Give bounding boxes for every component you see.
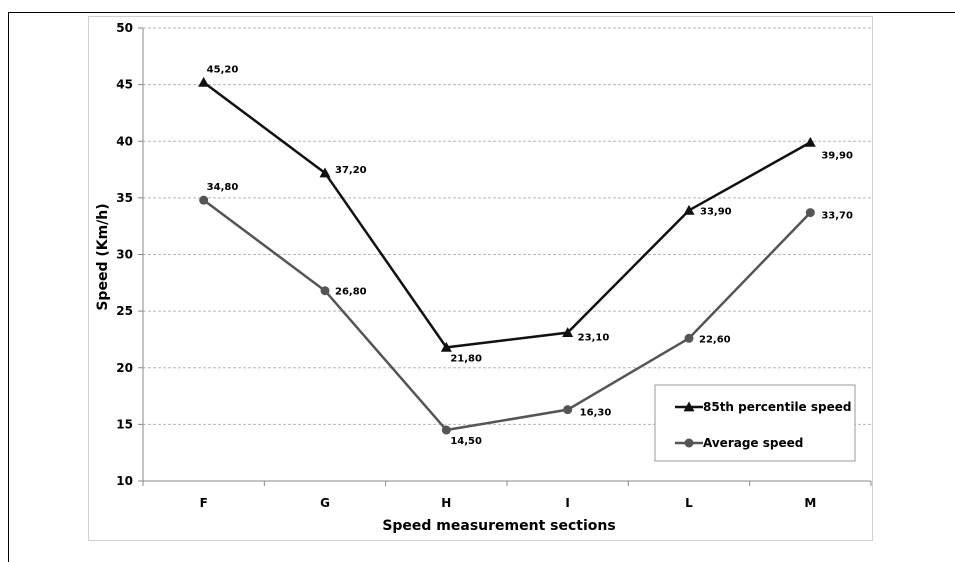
series-line [202, 81, 811, 349]
data-label: 16,30 [580, 408, 612, 419]
series-85th-percentile: 45,20 37,20 21,80 23,10 33,90 39,90 [198, 64, 853, 364]
y-tick-label: 25 [116, 304, 133, 318]
data-point [804, 136, 816, 147]
data-point [684, 333, 694, 343]
y-tick-label: 50 [116, 21, 133, 35]
y-tick-label: 45 [116, 78, 133, 92]
legend-label: Average speed [703, 436, 803, 450]
legend: 85th percentile speed Average speed [654, 384, 856, 462]
data-label: 26,80 [335, 287, 367, 298]
frame-top-border [8, 12, 955, 13]
data-point [805, 208, 815, 218]
legend-box [654, 384, 856, 462]
data-point [319, 167, 331, 178]
y-tick-label: 20 [116, 361, 133, 375]
y-tick-label: 15 [116, 417, 133, 431]
x-tick-label: M [804, 496, 816, 510]
data-point [440, 341, 452, 352]
data-label: 14,50 [450, 436, 482, 447]
legend-marker [683, 401, 695, 412]
data-point [683, 204, 695, 215]
axes [142, 28, 872, 486]
legend-label: 85th percentile speed [703, 400, 851, 414]
x-tick-label: F [200, 496, 208, 510]
data-label: 45,20 [207, 64, 239, 75]
data-label: 23,10 [578, 333, 610, 344]
line-chart: 10 15 20 25 30 35 40 45 50 F G H I L M 45,20 37,20 21,8… [95, 21, 872, 534]
y-tick-label: 30 [116, 248, 133, 262]
x-tick-label: H [441, 496, 451, 510]
data-point [563, 405, 573, 415]
gridlines [138, 27, 871, 482]
y-axis-title: Speed (Km/h) [95, 203, 111, 310]
data-point [198, 76, 210, 87]
data-point [320, 286, 330, 296]
series-average: 34,80 26,80 14,50 16,30 22,60 33,70 [199, 182, 853, 447]
y-tick-labels: 10 15 20 25 30 35 40 45 50 [116, 21, 133, 488]
x-axis-title: Speed measurement sections [382, 518, 615, 534]
data-label: 33,90 [700, 206, 732, 217]
legend-marker [684, 438, 694, 448]
y-tick-label: 10 [116, 474, 133, 488]
data-label: 22,60 [699, 334, 731, 345]
y-tick-label: 35 [116, 191, 133, 205]
x-tick-label: G [320, 496, 330, 510]
frame-left-border [8, 12, 9, 562]
data-label: 21,80 [450, 353, 482, 364]
data-label: 33,70 [821, 211, 853, 222]
data-point [562, 327, 574, 338]
x-tick-label: L [685, 496, 693, 510]
series-line [202, 199, 812, 432]
data-point [441, 425, 451, 435]
series: 45,20 37,20 21,80 23,10 33,90 39,90 34,80 26,80… [198, 64, 853, 447]
data-label: 37,20 [335, 165, 367, 176]
data-label: 39,90 [821, 150, 853, 161]
data-point [199, 195, 209, 205]
y-tick-label: 40 [116, 134, 133, 148]
data-label: 34,80 [207, 182, 239, 193]
chart-area: 10 15 20 25 30 35 40 45 50 F G H I L M 45,20 37,20 21,8… [88, 16, 873, 541]
x-tick-label: I [565, 496, 569, 510]
